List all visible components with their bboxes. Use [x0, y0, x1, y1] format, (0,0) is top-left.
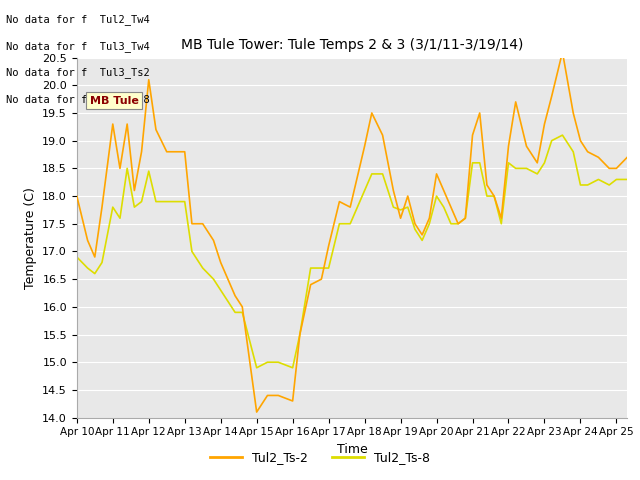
Text: MB Tule: MB Tule — [90, 96, 138, 106]
Tul2_Ts-2 — [623, 155, 631, 160]
Tul2_Ts-8 — [440, 204, 447, 210]
Y-axis label: Temperature (C): Temperature (C) — [24, 187, 36, 288]
Tul2_Ts-2 — [253, 409, 260, 415]
Title: MB Tule Tower: Tule Temps 2 & 3 (3/1/11-3/19/14): MB Tule Tower: Tule Temps 2 & 3 (3/1/11-… — [181, 38, 523, 52]
Tul2_Ts-8 — [138, 199, 145, 204]
X-axis label: Time: Time — [337, 443, 367, 456]
Tul2_Ts-2 — [368, 110, 376, 116]
Tul2_Ts-2 — [317, 276, 325, 282]
Tul2_Ts-2 — [447, 204, 455, 210]
Text: No data for f  Tul3_Ts2: No data for f Tul3_Ts2 — [6, 67, 150, 78]
Line: Tul2_Ts-8: Tul2_Ts-8 — [77, 135, 627, 368]
Tul2_Ts-8 — [73, 254, 81, 260]
Tul2_Ts-8 — [447, 221, 455, 227]
Tul2_Ts-2 — [404, 193, 412, 199]
Tul2_Ts-2 — [559, 49, 566, 55]
Text: No data for f  Tul3_Ts8: No data for f Tul3_Ts8 — [6, 94, 150, 105]
Line: Tul2_Ts-2: Tul2_Ts-2 — [77, 52, 627, 412]
Tul2_Ts-2 — [138, 149, 145, 155]
Text: No data for f  Tul2_Tw4: No data for f Tul2_Tw4 — [6, 14, 150, 25]
Tul2_Ts-8 — [623, 177, 631, 182]
Text: No data for f  Tul3_Tw4: No data for f Tul3_Tw4 — [6, 41, 150, 52]
Tul2_Ts-8 — [559, 132, 566, 138]
Tul2_Ts-8 — [253, 365, 260, 371]
Tul2_Ts-2 — [73, 193, 81, 199]
Tul2_Ts-8 — [404, 204, 412, 210]
Tul2_Ts-8 — [317, 265, 325, 271]
Tul2_Ts-2 — [440, 188, 447, 193]
Tul2_Ts-8 — [368, 171, 376, 177]
Legend: Tul2_Ts-2, Tul2_Ts-8: Tul2_Ts-2, Tul2_Ts-8 — [205, 446, 435, 469]
